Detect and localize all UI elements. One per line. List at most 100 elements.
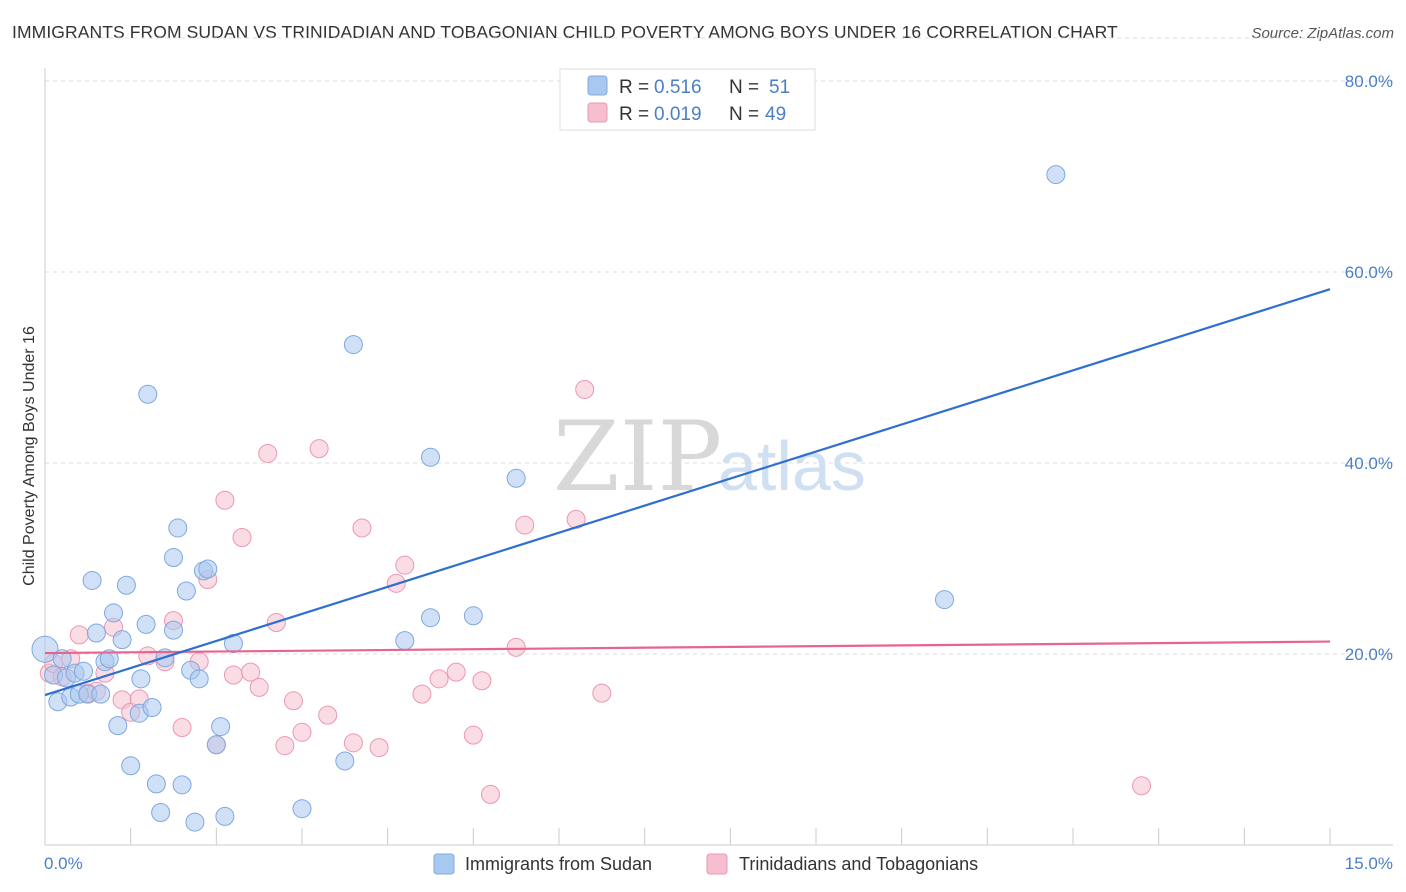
bottom-legend-swatch-trinidadians xyxy=(706,853,728,875)
trinidadians-point-42 xyxy=(506,637,526,657)
bottom-legend-swatch-sudan xyxy=(433,853,455,875)
sudan-point-11 xyxy=(86,623,106,643)
y-tick-label-3: 80.0% xyxy=(1345,72,1393,91)
y-tick-label-1: 40.0% xyxy=(1345,454,1393,473)
trinidadians-point-19 xyxy=(215,490,235,510)
trinidadians-point-37 xyxy=(429,669,449,689)
sudan-point-38 xyxy=(206,735,226,755)
legend-r-label-sudan: R = xyxy=(619,77,649,98)
sudan-point-3 xyxy=(52,649,72,669)
series-legend: Immigrants from Sudan Trinidadians and T… xyxy=(433,853,978,875)
trend-line-sudan xyxy=(44,288,1331,697)
sudan-point-32 xyxy=(176,581,196,601)
bottom-legend-label-trinidadians: Trinidadians and Tobagonians xyxy=(739,854,978,874)
trinidadians-point-24 xyxy=(258,443,278,463)
sudan-point-0 xyxy=(31,635,59,663)
legend-n-label-trinidadians: N = xyxy=(729,104,759,125)
sudan-point-35 xyxy=(189,669,209,689)
trinidadians-point-30 xyxy=(318,705,338,725)
trinidadians-point-23 xyxy=(249,677,269,697)
sudan-point-14 xyxy=(99,649,119,669)
bottom-legend-label-sudan: Immigrants from Sudan xyxy=(465,854,652,874)
sudan-point-40 xyxy=(215,806,235,826)
y-tick-label-0: 20.0% xyxy=(1345,645,1393,664)
sudan-point-50 xyxy=(935,590,954,610)
sudan-point-18 xyxy=(116,575,136,595)
sudan-point-45 xyxy=(395,631,415,651)
sudan-point-19 xyxy=(121,756,141,776)
series-sudan-points xyxy=(31,165,1066,832)
trinidadians-point-27 xyxy=(283,691,303,711)
trinidadians-point-41 xyxy=(480,784,500,804)
legend-swatch-sudan xyxy=(587,75,608,96)
trinidadians-point-32 xyxy=(352,518,372,538)
legend-swatch-trinidadians xyxy=(587,102,608,123)
trinidadians-point-31 xyxy=(343,733,363,753)
sudan-point-34 xyxy=(185,812,205,832)
trend-line-trinidadians xyxy=(44,640,1331,655)
sudan-point-31 xyxy=(172,775,192,795)
sudan-point-39 xyxy=(211,717,231,737)
x-axis-ticks xyxy=(130,828,1331,845)
trinidadians-point-29 xyxy=(309,439,329,459)
sudan-point-23 xyxy=(138,384,158,404)
sudan-point-42 xyxy=(292,799,312,819)
sudan-point-51 xyxy=(1046,165,1066,185)
trinidadians-point-45 xyxy=(575,379,595,399)
trinidadians-point-33 xyxy=(369,738,389,758)
sudan-point-30 xyxy=(168,518,188,538)
sudan-point-44 xyxy=(343,335,363,355)
y-tick-label-2: 60.0% xyxy=(1345,263,1393,282)
sudan-point-28 xyxy=(164,620,183,640)
sudan-point-26 xyxy=(151,803,171,823)
trinidadians-point-15 xyxy=(172,718,192,738)
sudan-point-46 xyxy=(421,447,440,467)
sudan-point-29 xyxy=(164,548,183,568)
trinidadians-point-22 xyxy=(241,662,261,682)
trinidadians-point-40 xyxy=(472,671,492,691)
gridlines xyxy=(45,37,1393,655)
chart-title: IMMIGRANTS FROM SUDAN VS TRINIDADIAN AND… xyxy=(12,22,1118,42)
sudan-point-21 xyxy=(131,669,151,689)
sudan-point-15 xyxy=(104,603,124,623)
sudan-point-12 xyxy=(91,684,111,704)
trinidadians-point-28 xyxy=(292,722,312,742)
sudan-point-37 xyxy=(198,559,218,579)
sudan-point-10 xyxy=(82,570,102,590)
legend-r-value-sudan: 0.516 xyxy=(654,77,702,98)
trinidadians-point-35 xyxy=(395,555,415,575)
sudan-point-48 xyxy=(463,606,483,626)
sudan-point-43 xyxy=(335,751,355,771)
legend-n-value-trinidadians: 49 xyxy=(765,104,786,125)
sudan-point-8 xyxy=(74,661,94,681)
trinidadians-point-21 xyxy=(232,527,252,547)
trinidadians-point-36 xyxy=(412,684,432,704)
x-tick-label-min: 0.0% xyxy=(44,854,83,873)
sudan-point-22 xyxy=(136,614,156,634)
sudan-point-25 xyxy=(146,774,166,794)
trinidadians-point-38 xyxy=(446,662,466,682)
trinidadians-point-4 xyxy=(69,625,89,645)
legend-n-label-sudan: N = xyxy=(729,77,759,98)
trinidadians-point-26 xyxy=(275,736,295,756)
trinidadians-point-39 xyxy=(463,725,483,745)
x-tick-label-max: 15.0% xyxy=(1345,854,1393,873)
trinidadians-point-20 xyxy=(223,665,243,685)
trinidadians-point-43 xyxy=(515,515,535,535)
watermark-zip: ZIP xyxy=(553,401,722,513)
legend-r-label-trinidadians: R = xyxy=(619,104,649,125)
trinidadians-point-46 xyxy=(592,683,612,703)
sudan-point-16 xyxy=(108,716,128,736)
legend-r-value-trinidadians: 0.019 xyxy=(654,104,702,125)
watermark-atlas: atlas xyxy=(718,427,866,505)
legend-n-value-sudan: 51 xyxy=(769,77,790,98)
y-axis-tick-labels: 20.0% 40.0% 60.0% 80.0% xyxy=(1345,72,1393,664)
sudan-point-47 xyxy=(421,608,440,628)
trinidadians-point-47 xyxy=(1132,776,1152,796)
sudan-point-17 xyxy=(112,630,132,650)
sudan-point-24 xyxy=(142,697,162,717)
y-axis-title: Child Poverty Among Boys Under 16 xyxy=(21,326,38,586)
sudan-point-49 xyxy=(506,468,526,488)
stats-legend: R = 0.516 N = 51 R = 0.019 N = 49 xyxy=(559,68,816,131)
